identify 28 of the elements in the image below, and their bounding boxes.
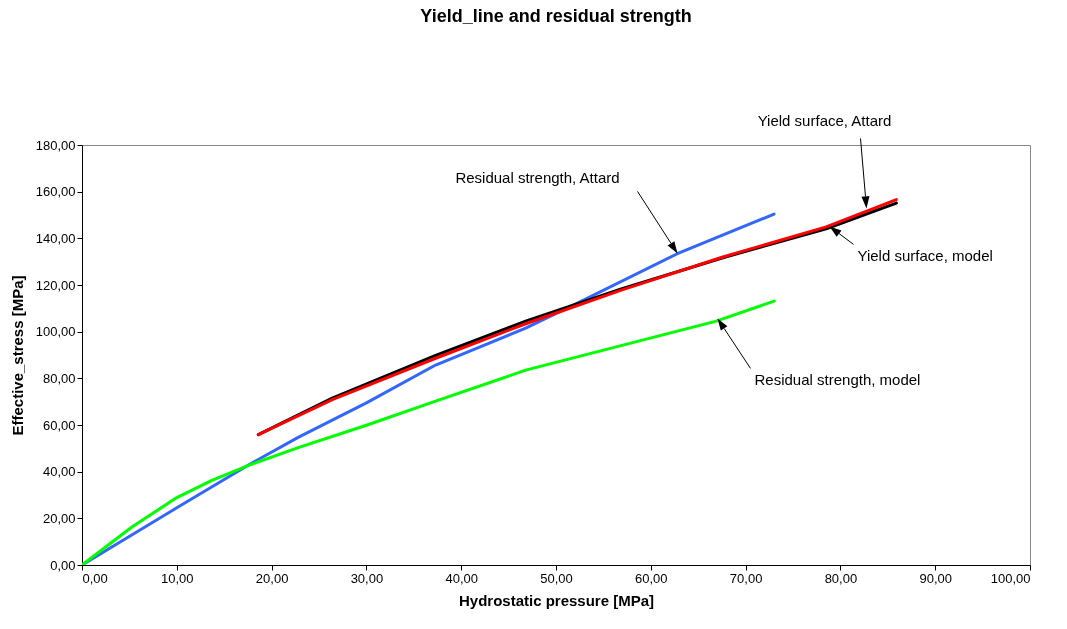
- y-tick-label: 0,00: [50, 557, 76, 573]
- annotation: Residual strength, model: [754, 371, 921, 389]
- y-tick-label: 40,00: [42, 464, 76, 480]
- x-tick-label: 80,00: [824, 570, 858, 586]
- y-tick-label: 160,00: [35, 184, 76, 200]
- annotation: Yield surface, model: [857, 247, 993, 265]
- x-axis-title: Hydrostatic pressure [MPa]: [458, 591, 655, 609]
- chart-title: Yield_line and residual strength: [420, 6, 692, 27]
- y-axis-title: Effective_stress [MPa]: [8, 275, 26, 436]
- x-tick-label: 30,00: [350, 570, 384, 586]
- x-tick-label: 60,00: [635, 570, 668, 586]
- x-tick-label: 50,00: [540, 570, 573, 586]
- y-tick-label: 20,00: [42, 510, 76, 526]
- y-tick-label: 120,00: [35, 277, 76, 293]
- y-tick-label: 140,00: [35, 230, 76, 246]
- y-tick-label: 80,00: [42, 370, 76, 386]
- x-tick-label: 70,00: [729, 570, 763, 586]
- y-tick-label: 180,00: [35, 137, 76, 153]
- x-tick-label: 10,00: [161, 570, 194, 586]
- x-tick-label: 40,00: [445, 570, 478, 586]
- y-tick-label: 60,00: [42, 417, 76, 433]
- x-tick-label: 90,00: [919, 570, 952, 586]
- x-tick-label: 20,00: [255, 570, 289, 586]
- text: Yield surface, Attard: [757, 112, 892, 130]
- annotation: Residual strength, Attard: [455, 169, 620, 187]
- x-tick-label: 0,00: [82, 570, 108, 586]
- y-tick-label: 100,00: [35, 324, 76, 340]
- x-tick-label: 100,00: [990, 570, 1031, 586]
